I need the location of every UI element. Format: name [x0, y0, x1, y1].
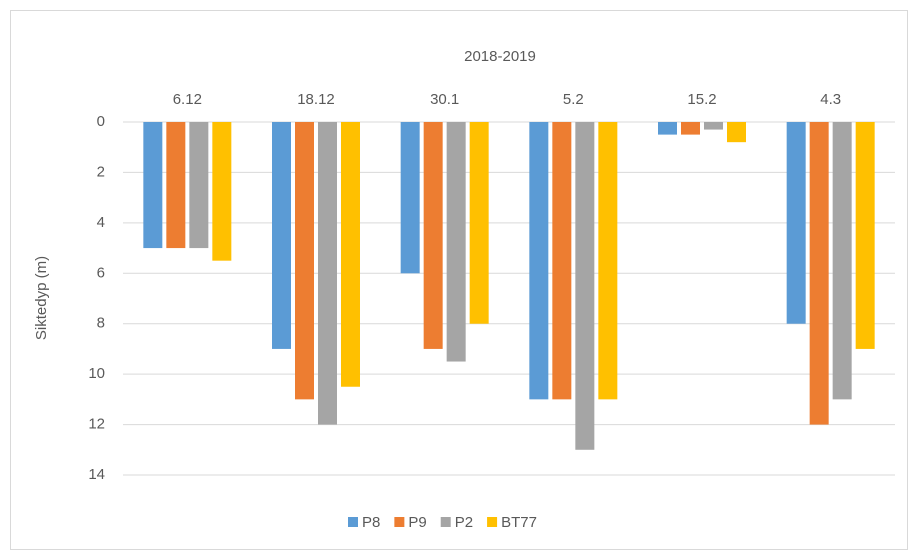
y-tick-label: 6: [97, 264, 105, 281]
y-tick-label: 10: [88, 365, 105, 382]
bar: [855, 122, 875, 349]
bar: [727, 122, 746, 143]
bar: [272, 122, 291, 349]
x-tick-label: 30.1: [430, 91, 459, 108]
y-tick-label: 4: [97, 214, 105, 231]
bar: [598, 122, 618, 400]
legend-label: P2: [455, 514, 473, 531]
bar: [295, 122, 314, 400]
legend-swatch: [348, 517, 358, 527]
bar: [446, 122, 466, 362]
y-tick-label: 12: [88, 416, 105, 433]
bar: [658, 122, 677, 135]
bar: [189, 122, 209, 249]
y-axis-label: Siktedyp (m): [33, 256, 50, 340]
bar: [341, 122, 360, 387]
bar: [575, 122, 595, 450]
y-tick-label: 0: [97, 113, 105, 130]
bar: [809, 122, 829, 425]
bar: [318, 122, 337, 425]
x-tick-label: 15.2: [687, 91, 716, 108]
x-tick-label: 4.3: [820, 91, 841, 108]
legend-swatch: [440, 517, 451, 527]
legend-swatch: [394, 517, 405, 527]
bar: [681, 122, 700, 135]
x-tick-label: 18.12: [297, 91, 335, 108]
legend-label: BT77: [501, 514, 537, 531]
bar: [166, 122, 186, 249]
bar: [143, 122, 163, 249]
legend-swatch: [487, 517, 498, 527]
bar: [832, 122, 852, 400]
y-tick-label: 14: [88, 466, 105, 483]
x-tick-label: 6.12: [173, 91, 202, 108]
bar: [552, 122, 572, 400]
chart-title: 2018-2019: [464, 48, 536, 65]
bar: [786, 122, 806, 324]
bar: [469, 122, 489, 324]
x-tick-label: 5.2: [563, 91, 584, 108]
bar: [400, 122, 420, 274]
y-tick-label: 2: [97, 163, 105, 180]
legend-label: P9: [408, 514, 426, 531]
bar: [704, 122, 723, 130]
bar: [529, 122, 549, 400]
bar: [212, 122, 232, 261]
y-tick-label: 8: [97, 315, 105, 332]
bar: [423, 122, 443, 349]
legend-label: P8: [362, 514, 380, 531]
